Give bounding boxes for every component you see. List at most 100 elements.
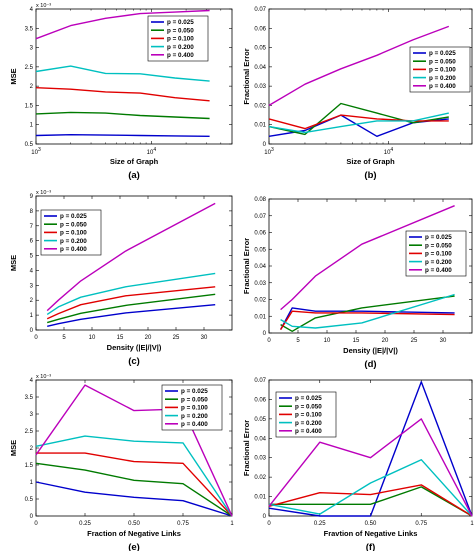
y-tick-label: 0.02 — [254, 475, 266, 481]
y-tick-label: 3.5 — [25, 395, 34, 401]
x-axis-label: Size of Graph — [110, 157, 159, 166]
y-tick-label: 0 — [30, 514, 34, 520]
y-tick-label: 0.01 — [254, 495, 266, 501]
series-line-0.025 — [47, 304, 216, 327]
x-tick-label: 20 — [382, 338, 389, 344]
y-tick-label: 0.04 — [254, 264, 266, 270]
legend-entry: p = 0.400 — [181, 421, 208, 428]
y-axis-label: Fractional Error — [242, 420, 251, 476]
x-tick-label: 1 — [470, 521, 474, 527]
series-line-0.050 — [268, 102, 449, 136]
legend-entry: p = 0.100 — [425, 251, 452, 258]
series-line-0.200 — [280, 293, 455, 329]
legend-entry: p = 0.050 — [429, 58, 456, 65]
y-tick-label: 3 — [30, 412, 34, 418]
panel-caption: (e) — [128, 542, 140, 551]
legend-entry: p = 0.200 — [60, 238, 87, 245]
chart-panel-d: 0 0.01 0.02 0.03 0.04 0.05 0.06 0.07 0.08 0 5 10 15 2… — [242, 197, 473, 370]
x-tick-label: 0 — [267, 521, 271, 527]
y-tick-label: 1.5 — [25, 463, 34, 469]
y-tick-label: 0.08 — [254, 197, 266, 203]
legend-entry: p = 0.050 — [167, 27, 194, 34]
x-tick-label: 0.25 — [314, 521, 326, 527]
y-tick-label: 1 — [30, 313, 34, 319]
series-line-0.050 — [280, 295, 455, 332]
y-multiplier: x 10⁻³ — [36, 374, 51, 380]
x-axis-label: Density (|E|/|V|) — [343, 346, 398, 355]
x-tick-label: 1 — [230, 521, 234, 527]
panel-caption: (f) — [366, 542, 376, 551]
series-line-0.200 — [268, 112, 449, 134]
chart-panel-e: 0 0.5 1 1.5 2 2.5 3 3.5 4 0 0.25 0.50 0.75 1 x 10⁻³ Fra… — [9, 374, 234, 551]
x-tick-label: 0.75 — [177, 521, 189, 527]
panel-caption: (d) — [364, 359, 376, 370]
legend-entry: p = 0.100 — [429, 67, 456, 74]
legend-entry: p = 0.025 — [295, 395, 322, 402]
y-tick-label: 0.07 — [254, 7, 266, 13]
legend-entry: p = 0.400 — [429, 83, 456, 90]
x-tick-label: 5 — [62, 335, 66, 341]
y-tick-label: 0.06 — [254, 26, 266, 32]
legend-box — [409, 46, 471, 93]
series-line-0.050 — [269, 486, 473, 517]
legend-entry: p = 0.025 — [60, 213, 87, 220]
series-line-0.400 — [268, 418, 473, 517]
y-tick-label: 0 — [263, 142, 267, 148]
y-tick-label: 0.05 — [254, 247, 266, 253]
legend-entry: p = 0.200 — [295, 420, 322, 427]
series-line-0.400 — [268, 25, 450, 107]
y-tick-label: 3 — [30, 283, 34, 289]
series-line-0.050 — [35, 111, 210, 120]
y-tick-label: 3 — [30, 46, 34, 52]
y-tick-label: 3.5 — [25, 26, 34, 32]
x-axis-label: Fraction of Negative Links — [87, 529, 181, 538]
x-axis-label: Fravtion of Negative Links — [324, 529, 418, 538]
x-tick-label: 0 — [34, 335, 38, 341]
y-tick-label: 5 — [30, 254, 34, 260]
y-axis-label: Fractional Error — [242, 238, 251, 294]
y-tick-label: 0.01 — [254, 123, 266, 129]
legend-entry: p = 0.025 — [181, 388, 208, 395]
x-tick-label: 0.25 — [79, 521, 91, 527]
y-tick-label: 0.03 — [254, 456, 266, 462]
x-tick-label: 103 — [31, 147, 41, 156]
legend-entry: p = 0.200 — [425, 259, 452, 266]
y-tick-label: 0.01 — [254, 314, 266, 320]
legend-entry: p = 0.050 — [295, 403, 322, 410]
x-tick-label: 25 — [173, 335, 180, 341]
y-tick-label: 0.06 — [254, 231, 266, 237]
legend-entry: p = 0.400 — [60, 246, 87, 253]
y-tick-label: 6 — [30, 239, 34, 245]
legend-entry: p = 0.050 — [60, 221, 87, 228]
y-tick-label: 1 — [30, 480, 34, 486]
legend-entry: p = 0.100 — [295, 412, 322, 419]
y-tick-label: 2 — [30, 446, 34, 452]
series-line-0.200 — [35, 435, 233, 517]
x-tick-label: 104 — [147, 147, 157, 156]
x-axis-label: Size of Graph — [346, 157, 395, 166]
y-tick-label: 0 — [263, 331, 267, 337]
y-tick-label: 4 — [30, 268, 34, 274]
legend-entry: p = 0.025 — [167, 19, 194, 26]
legend-entry: p = 0.100 — [167, 36, 194, 43]
series-line-0.200 — [35, 65, 210, 82]
chart-panel-b: 0 0.01 0.02 0.03 0.04 0.05 0.06 0.07 103 104Size … — [242, 7, 473, 181]
series-line-0.100 — [35, 87, 210, 102]
series-line-0.100 — [36, 452, 233, 517]
x-tick-label: 103 — [264, 147, 274, 156]
series-line-0.025 — [35, 133, 210, 137]
y-tick-label: 0.04 — [254, 436, 266, 442]
x-tick-label: 30 — [201, 335, 208, 341]
y-tick-label: 0.02 — [254, 298, 266, 304]
x-tick-label: 0 — [34, 521, 38, 527]
x-tick-label: 10 — [324, 338, 331, 344]
y-axis-label: Fractional Error — [242, 48, 251, 104]
y-tick-label: 0.04 — [254, 65, 266, 71]
x-axis-label: Density (|E|/|V|) — [107, 343, 162, 352]
